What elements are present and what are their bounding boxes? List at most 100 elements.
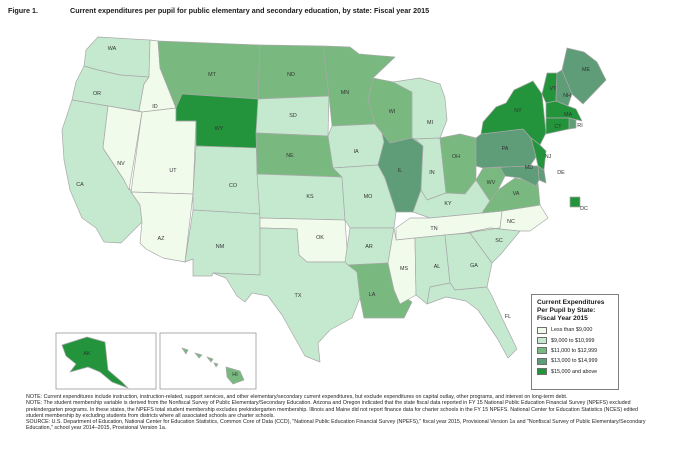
state-label-ut: UT xyxy=(169,168,177,174)
state-label-la: LA xyxy=(369,292,376,298)
legend-item: Less than $9,000 xyxy=(537,325,614,335)
state-label-ga: GA xyxy=(470,263,478,269)
legend-swatch xyxy=(537,347,547,355)
state-de xyxy=(537,165,547,184)
state-label-nh: NH xyxy=(563,93,571,99)
legend-swatch xyxy=(537,357,547,365)
state-ri xyxy=(568,117,577,130)
state-label-ar: AR xyxy=(365,244,373,250)
state-label-sc: SC xyxy=(495,238,503,244)
state-label-me: ME xyxy=(582,67,590,73)
state-hi xyxy=(181,347,245,385)
state-label-mt: MT xyxy=(208,72,216,78)
legend-swatch xyxy=(537,326,547,334)
us-choropleth-map: WA OR CA NV ID UT AZ MT WY CO NM ND SD NE KS OK TX MN IA MO… xyxy=(55,36,607,390)
state-label-ky: KY xyxy=(444,201,452,207)
state-label-dc: DC xyxy=(580,206,588,212)
legend-label: $15,000 and above xyxy=(551,368,598,375)
legend-title-line: Fiscal Year 2015 xyxy=(537,315,588,322)
state-nh xyxy=(555,69,573,107)
state-label-fl: FL xyxy=(505,314,511,320)
note-text: NOTE: The student membership variable is… xyxy=(26,400,638,419)
state-fl xyxy=(426,282,518,359)
state-label-mn: MN xyxy=(341,90,349,96)
legend-label: $13,000 to $14,999 xyxy=(551,358,598,365)
state-label-vt: VT xyxy=(550,86,558,92)
state-nc xyxy=(464,204,549,234)
legend-title: Current Expenditures Per Pupil by State:… xyxy=(537,299,614,323)
state-label-id: ID xyxy=(152,104,157,110)
legend-label: $11,000 to $12,999 xyxy=(551,347,598,354)
legend-title-line: Current Expenditures xyxy=(537,299,605,306)
state-label-nj: NJ xyxy=(545,154,552,160)
state-label-de: DE xyxy=(557,170,565,176)
state-label-ok: OK xyxy=(316,235,324,241)
state-dc xyxy=(569,196,581,208)
state-label-in: IN xyxy=(429,170,434,176)
legend-swatch xyxy=(537,368,547,376)
state-label-az: AZ xyxy=(158,236,166,242)
state-label-nc: NC xyxy=(507,219,515,225)
state-label-nd: ND xyxy=(287,72,295,78)
state-label-sd: SD xyxy=(289,113,297,119)
state-label-ri: RI xyxy=(577,123,582,129)
state-label-tx: TX xyxy=(295,293,302,299)
state-oh xyxy=(439,133,477,195)
state-label-va: VA xyxy=(513,191,520,197)
state-me xyxy=(561,47,607,105)
source-text: SOURCE: U.S. Department of Education, Na… xyxy=(26,419,646,432)
state-label-ms: MS xyxy=(400,266,408,272)
state-mi xyxy=(392,77,448,140)
state-label-md: MD xyxy=(525,165,533,171)
state-label-ca: CA xyxy=(76,182,84,188)
figure-title-text: Current expenditures per pupil for publi… xyxy=(70,6,430,15)
state-nm xyxy=(184,209,261,277)
legend-title-line: Per Pupil by State: xyxy=(537,307,596,314)
state-label-ak: AK xyxy=(83,351,91,357)
state-label-hi: HI xyxy=(232,372,237,378)
state-label-ma: MA xyxy=(564,112,572,118)
legend-item: $15,000 and above xyxy=(537,367,614,377)
state-label-tn: TN xyxy=(430,226,437,232)
state-label-nv: NV xyxy=(117,161,125,167)
state-label-ia: IA xyxy=(353,149,358,155)
legend-label: $9,000 to $10,999 xyxy=(551,337,595,344)
state-label-co: CO xyxy=(229,183,237,189)
state-az xyxy=(130,191,194,263)
note-text: NOTE: Current expenditures include instr… xyxy=(26,394,568,400)
figure-notes: NOTE: Current expenditures include instr… xyxy=(26,394,656,432)
figure-number: Figure 1. xyxy=(8,6,38,15)
state-tx xyxy=(212,227,361,363)
legend-label: Less than $9,000 xyxy=(551,327,593,334)
state-label-wa: WA xyxy=(108,46,117,52)
state-label-ne: NE xyxy=(286,153,294,159)
state-label-or: OR xyxy=(93,91,101,97)
legend-item: $9,000 to $10,999 xyxy=(537,335,614,345)
state-label-il: IL xyxy=(398,168,403,174)
legend-swatch xyxy=(537,337,547,345)
state-label-wv: WV xyxy=(487,180,496,186)
hawaii-inset-frame xyxy=(159,332,257,390)
state-ia xyxy=(327,123,385,169)
state-co xyxy=(192,145,261,215)
state-ny xyxy=(480,80,547,146)
state-label-nm: NM xyxy=(216,244,225,250)
state-label-ny: NY xyxy=(514,108,522,114)
state-ms xyxy=(387,227,417,305)
state-label-ks: KS xyxy=(306,194,314,200)
state-label-ct: CT xyxy=(554,124,562,130)
map-legend: Current Expenditures Per Pupil by State:… xyxy=(531,294,619,390)
state-label-pa: PA xyxy=(502,146,509,152)
state-ak xyxy=(61,336,129,389)
state-md xyxy=(482,165,540,187)
alaska-inset-frame xyxy=(55,332,157,390)
state-nv xyxy=(102,105,143,191)
state-label-wi: WI xyxy=(389,109,396,115)
legend-item: $13,000 to $14,999 xyxy=(537,356,614,366)
state-label-al: AL xyxy=(434,264,441,270)
state-label-mo: MO xyxy=(364,194,373,200)
state-label-wy: WY xyxy=(215,126,224,132)
state-label-mi: MI xyxy=(427,120,433,126)
state-ks xyxy=(256,173,346,221)
state-label-oh: OH xyxy=(452,154,460,160)
